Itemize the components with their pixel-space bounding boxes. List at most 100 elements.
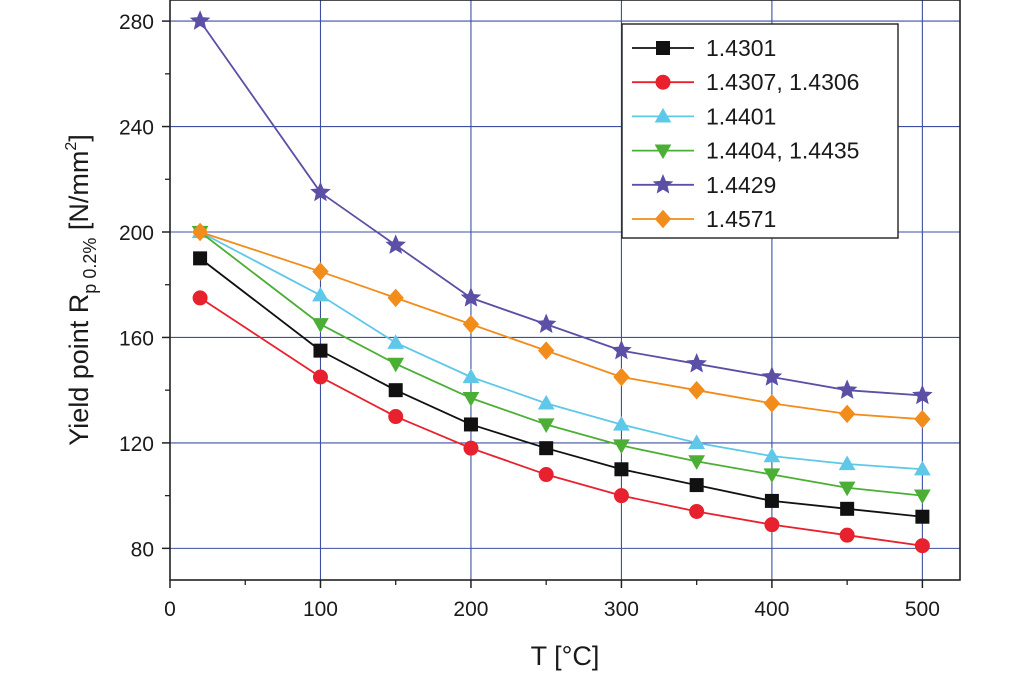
data-point bbox=[763, 394, 781, 413]
data-point bbox=[689, 503, 705, 519]
axis-ticks: 0 100 200 300 400 500 80 120 160 200 240 280 bbox=[119, 11, 940, 621]
legend: 1.4301 1.4307, 1.4306 1.4401 1.4404, 1.4435… bbox=[621, 23, 899, 239]
data-point bbox=[764, 493, 779, 508]
data-point bbox=[460, 287, 482, 307]
data-point bbox=[915, 509, 930, 524]
data-point bbox=[462, 368, 480, 384]
data-point bbox=[613, 415, 630, 431]
x-axis-title: T [°C] bbox=[531, 641, 600, 671]
y-axis-title-unit-sup: 2 bbox=[63, 142, 80, 151]
data-point bbox=[538, 341, 555, 360]
data-point bbox=[385, 234, 406, 254]
data-point bbox=[310, 181, 331, 202]
series-line bbox=[199, 257, 923, 518]
data-point bbox=[914, 489, 931, 505]
data-point bbox=[838, 455, 856, 471]
y-tick-label: 200 bbox=[119, 222, 154, 245]
x-tick-label: 100 bbox=[303, 598, 338, 621]
data-point bbox=[613, 367, 630, 387]
legend-label: 1.4307, 1.4306 bbox=[706, 69, 859, 95]
legend-entry: 1.4401 bbox=[632, 103, 776, 129]
y-tick-label: 240 bbox=[119, 117, 154, 140]
legend-marker bbox=[655, 74, 671, 90]
y-tick-label: 280 bbox=[119, 11, 154, 34]
data-point bbox=[914, 460, 931, 476]
data-point bbox=[313, 343, 328, 358]
data-point bbox=[462, 315, 480, 334]
data-point bbox=[836, 379, 858, 399]
data-point bbox=[763, 468, 781, 484]
legend-label: 1.4404, 1.4435 bbox=[706, 138, 859, 164]
y-axis-title: Yield point Rp 0.2% [N/mm2] bbox=[63, 134, 100, 446]
data-point bbox=[839, 527, 855, 543]
data-point bbox=[914, 409, 931, 429]
series-1-4307-1-4306 bbox=[192, 290, 930, 554]
data-point bbox=[840, 501, 855, 516]
series-line bbox=[199, 20, 923, 397]
data-point bbox=[312, 262, 329, 281]
data-point bbox=[189, 10, 211, 30]
legend-entry: 1.4429 bbox=[632, 172, 776, 198]
data-point bbox=[688, 380, 705, 400]
data-point bbox=[192, 290, 208, 306]
data-point bbox=[535, 313, 557, 334]
series-layer bbox=[189, 10, 933, 554]
data-point bbox=[611, 339, 632, 360]
y-tick-label: 160 bbox=[119, 327, 154, 350]
data-point bbox=[538, 467, 554, 483]
data-point bbox=[388, 409, 404, 425]
legend-entry: 1.4571 bbox=[632, 206, 776, 232]
data-point bbox=[463, 440, 479, 456]
y-tick-label: 120 bbox=[119, 433, 154, 456]
data-point bbox=[312, 369, 328, 385]
legend-label: 1.4571 bbox=[706, 206, 776, 232]
data-point bbox=[688, 455, 706, 470]
data-point bbox=[312, 318, 329, 333]
data-point bbox=[463, 417, 478, 432]
data-point bbox=[613, 488, 629, 504]
data-point bbox=[912, 384, 933, 405]
legend-label: 1.4401 bbox=[706, 103, 776, 129]
data-point bbox=[191, 222, 209, 242]
y-axis-title-unit-close: ] bbox=[64, 134, 94, 142]
series-1-4429 bbox=[189, 10, 933, 405]
data-point bbox=[613, 439, 630, 455]
plot-frame bbox=[169, 0, 961, 581]
x-tick-label: 200 bbox=[453, 598, 488, 621]
series-line bbox=[199, 231, 923, 421]
series-1-4571 bbox=[191, 222, 931, 429]
legend-entry: 1.4301 bbox=[632, 35, 776, 61]
legend-box bbox=[621, 23, 899, 239]
legend-marker bbox=[654, 209, 672, 229]
data-point bbox=[388, 383, 403, 398]
series-1-4301 bbox=[193, 251, 930, 524]
series-line bbox=[199, 231, 923, 471]
x-tick-label: 300 bbox=[604, 598, 639, 621]
data-point bbox=[539, 441, 554, 456]
data-point bbox=[462, 391, 480, 407]
data-point bbox=[537, 394, 555, 410]
legend-marker bbox=[652, 173, 674, 194]
series-line bbox=[199, 231, 923, 497]
data-point bbox=[387, 334, 405, 349]
data-point bbox=[689, 478, 704, 493]
legend-label: 1.4301 bbox=[706, 35, 776, 61]
data-point bbox=[387, 288, 404, 308]
x-tick-label: 400 bbox=[754, 598, 789, 621]
legend-label: 1.4429 bbox=[706, 172, 776, 198]
data-point bbox=[838, 404, 856, 424]
data-point bbox=[537, 418, 555, 433]
data-point bbox=[914, 538, 930, 554]
data-point bbox=[387, 357, 405, 373]
data-point bbox=[614, 462, 629, 477]
legend-marker bbox=[654, 107, 672, 123]
y-axis-title-main: Yield point R bbox=[64, 294, 94, 446]
y-tick-label: 80 bbox=[131, 538, 154, 561]
y-axis-title-unit: [N/mm bbox=[64, 151, 94, 238]
data-point bbox=[764, 517, 780, 533]
data-point bbox=[312, 286, 329, 302]
data-point bbox=[688, 434, 706, 450]
data-point bbox=[193, 251, 208, 266]
data-point bbox=[686, 353, 707, 373]
